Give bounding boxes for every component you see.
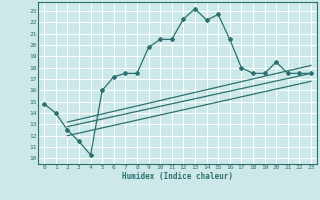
X-axis label: Humidex (Indice chaleur): Humidex (Indice chaleur) <box>122 172 233 181</box>
